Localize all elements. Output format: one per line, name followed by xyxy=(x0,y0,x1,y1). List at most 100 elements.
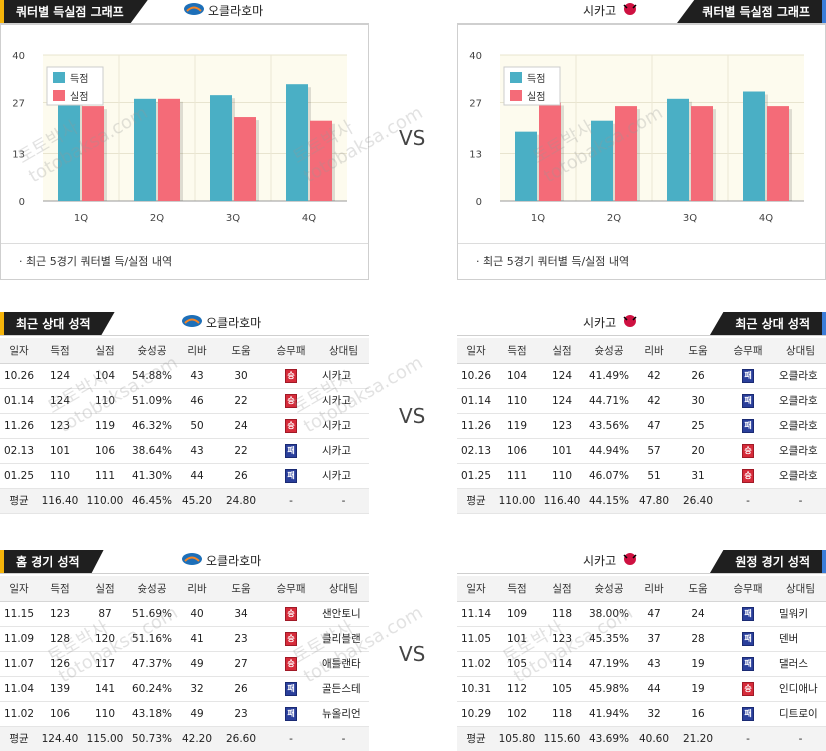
right-chart-team-name: 시카고 xyxy=(583,4,617,18)
table-cell: 22 xyxy=(218,388,264,414)
left-h2h-team-name: 오클라호마 xyxy=(206,316,262,330)
result-cell: 패 xyxy=(264,438,318,464)
win-badge-icon: 승 xyxy=(285,418,297,433)
table-cell: 124 xyxy=(38,388,82,414)
table-cell: 49 xyxy=(176,701,218,727)
table-cell: 10.31 xyxy=(457,676,495,702)
column-header: 상대팀 xyxy=(318,576,369,602)
table-cell: 117 xyxy=(82,651,128,677)
table-cell: 23 xyxy=(218,626,264,652)
loss-badge-icon: 패 xyxy=(742,606,754,621)
average-cell: 평균 xyxy=(457,726,495,751)
average-cell: - xyxy=(264,488,318,514)
table-row: 01.25 110 111 41.30% 44 26 패 시카고 xyxy=(0,463,369,489)
result-cell: 패 xyxy=(721,701,775,727)
right-away-header: 원정 경기 성적 시카고 xyxy=(457,550,826,574)
bar-allowed xyxy=(615,106,637,201)
x-tick-label: 2Q xyxy=(150,213,164,224)
result-cell: 패 xyxy=(264,676,318,702)
left-chart-panel: 40 27 13 0 1Q 2Q 3Q 4Q 득점 실점 · 최근 5경기 쿼터별 득/실점 내역 xyxy=(0,24,369,280)
table-cell: 44 xyxy=(633,676,675,702)
loss-badge-icon: 패 xyxy=(285,681,297,696)
average-cell: - xyxy=(318,488,369,514)
table-cell: 45.35% xyxy=(585,626,633,652)
table-cell: 110 xyxy=(539,463,585,489)
table-cell: 50 xyxy=(176,413,218,439)
bar-allowed xyxy=(234,117,256,201)
table-cell: 128 xyxy=(38,626,82,652)
left-home-tab: 홈 경기 성적 xyxy=(0,550,104,574)
bar-allowed xyxy=(539,102,561,201)
result-cell: 승 xyxy=(721,676,775,702)
win-badge-icon: 승 xyxy=(285,368,297,383)
win-badge-icon: 승 xyxy=(742,681,754,696)
table-row: 11.09 128 120 51.16% 41 23 승 클리블랜 xyxy=(0,626,369,652)
right-away-team: 시카고 xyxy=(583,550,644,574)
bar-allowed xyxy=(82,106,104,201)
y-tick-label: 0 xyxy=(19,197,25,208)
bar-score xyxy=(591,120,613,201)
bar-allowed xyxy=(158,98,180,201)
right-h2h-tab: 최근 상대 성적 xyxy=(709,312,826,336)
left-h2h-header: 최근 상대 성적 오클라호마 xyxy=(0,312,369,336)
table-row: 11.14 109 118 38.00% 47 24 패 밀워키 xyxy=(457,601,826,627)
table-cell: 119 xyxy=(495,413,539,439)
table-cell: 19 xyxy=(675,676,721,702)
average-row: 평균 116.40 110.00 46.45% 45.20 24.80- - xyxy=(0,488,369,514)
result-cell: 패 xyxy=(264,463,318,489)
table-cell: 덴버 xyxy=(775,626,826,652)
average-cell: 43.69% xyxy=(585,726,633,751)
table-cell: 119 xyxy=(82,413,128,439)
table-cell: 41.49% xyxy=(585,363,633,389)
column-header: 리바 xyxy=(633,576,675,602)
result-cell: 패 xyxy=(721,651,775,677)
average-row: 평균 110.00 116.40 44.15% 47.80 26.40- - xyxy=(457,488,826,514)
table-cell: 101 xyxy=(495,626,539,652)
table-cell: 11.05 xyxy=(457,626,495,652)
table-cell: 123 xyxy=(38,413,82,439)
bar-allowed xyxy=(767,106,789,201)
column-header: 득점 xyxy=(495,338,539,364)
result-cell: 패 xyxy=(721,413,775,439)
column-header: 리바 xyxy=(176,576,218,602)
column-header: 도움 xyxy=(675,576,721,602)
x-tick-label: 3Q xyxy=(683,213,697,224)
table-cell: 104 xyxy=(495,363,539,389)
average-cell: 21.20 xyxy=(675,726,721,751)
table-row: 11.07 126 117 47.37% 49 27 승 애틀랜타 xyxy=(0,651,369,677)
column-header: 실점 xyxy=(82,338,128,364)
table-cell: 01.14 xyxy=(0,388,38,414)
column-header: 승무패 xyxy=(721,576,775,602)
column-header: 도움 xyxy=(675,338,721,364)
table-cell: 오클라호 xyxy=(775,463,826,489)
column-header: 슛성공 xyxy=(585,576,633,602)
legend-label: 실점 xyxy=(70,91,88,103)
column-header: 일자 xyxy=(0,338,38,364)
table-cell: 51.16% xyxy=(128,626,176,652)
average-cell: - xyxy=(721,726,775,751)
table-cell: 10.26 xyxy=(0,363,38,389)
table-cell: 28 xyxy=(675,626,721,652)
loss-badge-icon: 패 xyxy=(742,393,754,408)
result-cell: 승 xyxy=(264,626,318,652)
table-cell: 43.18% xyxy=(128,701,176,727)
average-cell: 40.60 xyxy=(633,726,675,751)
chicago-logo-icon xyxy=(619,1,641,23)
y-tick-label: 13 xyxy=(469,150,482,161)
bar-score xyxy=(515,131,537,201)
table-cell: 41 xyxy=(176,626,218,652)
table-cell: 19 xyxy=(675,651,721,677)
table-cell: 밀워키 xyxy=(775,601,826,627)
table-cell: 46.32% xyxy=(128,413,176,439)
table-cell: 118 xyxy=(539,601,585,627)
table-cell: 22 xyxy=(218,438,264,464)
table-cell: 112 xyxy=(495,676,539,702)
table-row: 11.26 119 123 43.56% 47 25 패 오클라호 xyxy=(457,413,826,439)
bar-score xyxy=(743,91,765,201)
y-tick-label: 40 xyxy=(469,51,482,62)
table-header-row: 일자 득점 실점 슛성공 리바 도움 승무패 상대팀 xyxy=(457,576,826,602)
table-cell: 120 xyxy=(82,626,128,652)
